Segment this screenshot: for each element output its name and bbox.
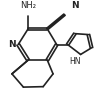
Text: N: N [71,1,79,10]
Text: HN: HN [69,57,81,66]
Text: N: N [8,40,16,49]
Text: NH₂: NH₂ [20,1,36,10]
